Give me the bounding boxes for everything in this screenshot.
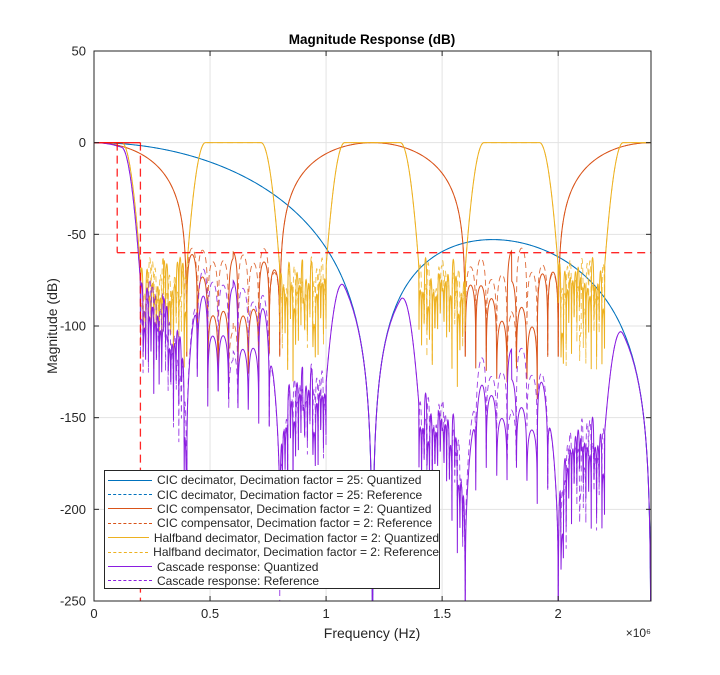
legend-label: CIC compensator, Decimation factor = 2: …: [157, 516, 433, 531]
legend-item: Halfband decimator, Decimation factor = …: [105, 545, 439, 559]
legend-item: Cascade response: Quantized: [105, 559, 439, 574]
x-exponent-label: ×10⁶: [626, 626, 651, 640]
x-tick-label: 0.5: [201, 606, 219, 621]
legend-item: Cascade response: Reference: [105, 574, 439, 588]
legend-label: Cascade response: Quantized: [157, 559, 319, 574]
legend-line-swatch: [108, 508, 152, 510]
ticks: 0 0.5 1 1.5 2 50 0 -50 -100 -150 -200 -250: [60, 44, 651, 621]
y-tick-label: 50: [72, 44, 86, 59]
legend-line-swatch: [108, 494, 152, 496]
legend-line-swatch: [108, 522, 152, 524]
x-tick-label: 0: [90, 606, 97, 621]
x-tick-label: 1.5: [433, 606, 451, 621]
y-tick-label: -150: [60, 410, 86, 425]
legend-label: CIC decimator, Decimation factor = 25: Q…: [157, 473, 422, 488]
legend-label: CIC decimator, Decimation factor = 25: R…: [157, 487, 423, 502]
legend: CIC decimator, Decimation factor = 25: Q…: [104, 470, 440, 589]
y-tick-label: -50: [67, 227, 86, 242]
legend-label: Halfband decimator, Decimation factor = …: [153, 545, 439, 560]
legend-label: Cascade response: Reference: [157, 573, 320, 588]
legend-label: CIC compensator, Decimation factor = 2: …: [157, 501, 432, 516]
legend-item: CIC decimator, Decimation factor = 25: Q…: [105, 473, 439, 487]
series-line-2: [94, 142, 651, 601]
y-axis-label: Magnitude (dB): [44, 278, 60, 374]
chart-title: Magnitude Response (dB): [289, 32, 456, 47]
legend-line-swatch: [108, 551, 149, 553]
legend-item: CIC compensator, Decimation factor = 2: …: [105, 516, 439, 530]
y-tick-label: 0: [79, 135, 86, 150]
x-tick-label: 1: [322, 606, 329, 621]
legend-line-swatch: [108, 580, 152, 582]
legend-item: CIC decimator, Decimation factor = 25: R…: [105, 487, 439, 502]
legend-line-swatch: [108, 479, 152, 481]
x-axis-label: Frequency (Hz): [324, 625, 420, 641]
y-tick-label: -100: [60, 319, 86, 334]
legend-line-swatch: [108, 566, 152, 568]
legend-line-swatch: [108, 537, 149, 539]
legend-item: CIC compensator, Decimation factor = 2: …: [105, 502, 439, 516]
x-tick-label: 2: [555, 606, 562, 621]
series-line-6: [94, 142, 651, 371]
legend-label: Halfband decimator, Decimation factor = …: [153, 530, 439, 545]
y-tick-label: -250: [60, 594, 86, 609]
legend-item: Halfband decimator, Decimation factor = …: [105, 531, 439, 545]
y-tick-label: -200: [60, 502, 86, 517]
